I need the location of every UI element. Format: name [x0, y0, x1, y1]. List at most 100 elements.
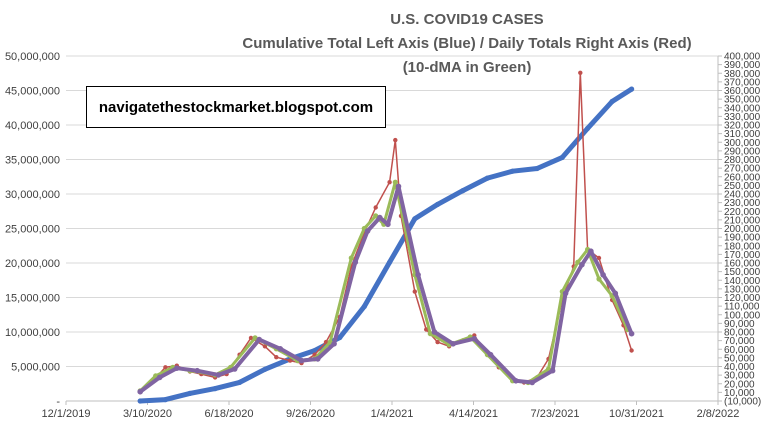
daily-series-point [387, 180, 392, 185]
left-axis-tick-label: 30,000,000 [5, 189, 60, 201]
overlay-series-point [174, 365, 180, 372]
cumulative-series-point [509, 168, 516, 174]
cumulative-series-point [435, 201, 441, 207]
overlay-series-point [352, 259, 359, 266]
daily-series-point [248, 335, 254, 341]
right-axis-tick-label: 120,000 [724, 293, 761, 304]
right-axis-tick-label: 370,000 [724, 77, 761, 88]
right-axis-tick-label: 60,000 [724, 345, 755, 356]
overlay-series-point [277, 346, 284, 352]
daily-series-point [287, 358, 293, 363]
left-axis-tick-label: 45,000,000 [5, 86, 60, 98]
moving-average-series-point [392, 179, 398, 185]
right-axis-tick-label: 50,000 [724, 353, 755, 364]
cumulative-series-point [387, 259, 393, 265]
right-axis-tick-label: 180,000 [724, 241, 761, 252]
right-axis-tick-label: 400,000 [724, 52, 761, 63]
right-axis-tick-label: 80,000 [724, 328, 755, 339]
daily-series-point [274, 355, 279, 360]
right-axis-tick-label: 70,000 [724, 336, 755, 347]
right-axis-tick-label: (10,000) [724, 397, 761, 408]
cumulative-series-point [162, 397, 168, 403]
right-axis-tick-label: 20,000 [724, 379, 755, 390]
right-axis-tick-label: 390,000 [724, 60, 761, 71]
right-axis-tick-label: 240,000 [724, 190, 761, 201]
cumulative-series-point [137, 398, 143, 404]
overlay-series-point [256, 336, 263, 343]
right-axis-tick-label: 110,000 [724, 302, 760, 313]
chart-title: U.S. COVID19 CASES Cumulative Total Left… [242, 11, 691, 76]
daily-series-point [412, 289, 417, 294]
right-axis-tick-label: 300,000 [724, 138, 761, 149]
x-axis-tick-label: 4/14/2021 [449, 408, 498, 420]
right-axis-tick-label: 140,000 [724, 276, 761, 287]
left-axis-tick-label: 20,000,000 [5, 258, 60, 270]
right-axis-tick-label: 250,000 [724, 181, 761, 192]
right-axis-tick-label: 190,000 [724, 233, 761, 244]
overlay-series-point [471, 335, 478, 342]
overlay-series-point [395, 183, 402, 190]
right-axis-tick-label: 340,000 [724, 103, 761, 114]
left-axis-tick-label: 40,000,000 [5, 120, 60, 132]
overlay-series-point [156, 374, 163, 381]
cumulative-series-point [559, 154, 565, 160]
overlay-series-point [628, 330, 635, 337]
left-axis-tick-label: 15,000,000 [5, 293, 60, 305]
right-axis-tick-label: 290,000 [724, 146, 761, 157]
overlay-series-line [138, 184, 634, 394]
right-axis-tick-label: 160,000 [724, 259, 761, 270]
left-axis-tick-label: 5,000,000 [11, 362, 60, 374]
overlay-series-point [549, 367, 556, 374]
right-axis-tick-label: 310,000 [724, 129, 761, 140]
cumulative-series-point [412, 216, 418, 222]
overlay-series-point [385, 221, 391, 228]
cumulative-series-point [312, 348, 318, 354]
right-axis-tick-label: 230,000 [724, 198, 761, 209]
x-axis-tick-label: 10/31/2021 [609, 408, 664, 420]
cumulative-series-point [460, 188, 466, 194]
overlay-series-point [298, 357, 305, 364]
cumulative-series-point [534, 165, 540, 172]
daily-series-point [424, 327, 429, 332]
right-axis-tick-label: 220,000 [724, 207, 761, 218]
right-axis-tick-label: 380,000 [724, 69, 761, 80]
overlay-series-point [377, 214, 383, 221]
right-axis-tick-label: 280,000 [724, 155, 761, 166]
overlay-series [137, 183, 635, 395]
daily-series-point [435, 339, 440, 345]
overlay-series-point [612, 290, 619, 297]
cumulative-series-line [137, 86, 635, 404]
right-axis-tick-label: 320,000 [724, 121, 761, 132]
overlay-series-point [529, 379, 535, 386]
right-axis-tick-label: 100,000 [724, 310, 761, 321]
overlay-series-point [137, 388, 143, 395]
left-axis-tick-label: 25,000,000 [5, 224, 60, 236]
left-axis-tick-label: 50,000,000 [5, 51, 60, 63]
overlay-series-point [588, 248, 594, 254]
right-y-axis: (10,000)10,00020,00030,00040,00050,00060… [717, 52, 761, 408]
right-axis-tick-label: 350,000 [724, 95, 761, 106]
left-axis-tick-label: 10,000,000 [5, 327, 60, 339]
moving-average-series-point [348, 255, 354, 261]
right-axis-tick-label: 260,000 [724, 172, 761, 183]
right-axis-tick-label: 360,000 [724, 86, 761, 97]
cumulative-series-point [187, 390, 193, 396]
left-axis-tick-label: - [56, 396, 60, 408]
right-axis-tick-label: 200,000 [724, 224, 761, 235]
moving-average-series-point [252, 335, 258, 341]
daily-series-point [373, 205, 378, 210]
x-axis-tick-label: 3/10/2020 [123, 408, 172, 420]
overlay-series-point [194, 367, 200, 374]
x-axis-tick-label: 1/4/2021 [371, 408, 414, 420]
x-axis-tick-label: 6/18/2020 [205, 408, 254, 420]
moving-average-series-point [373, 213, 379, 219]
x-axis: 12/1/2019 3/10/2020 6/18/2020 9/26/2020 1/4/… [42, 400, 739, 420]
overlay-series-point [579, 261, 585, 268]
overlay-series-point [364, 228, 371, 234]
right-axis-tick-label: 130,000 [724, 284, 761, 295]
moving-average-series-point [575, 259, 581, 265]
chart-title-line-1: U.S. COVID19 CASES [390, 11, 543, 28]
overlay-series-point [487, 351, 494, 358]
overlay-series-point [600, 272, 606, 278]
